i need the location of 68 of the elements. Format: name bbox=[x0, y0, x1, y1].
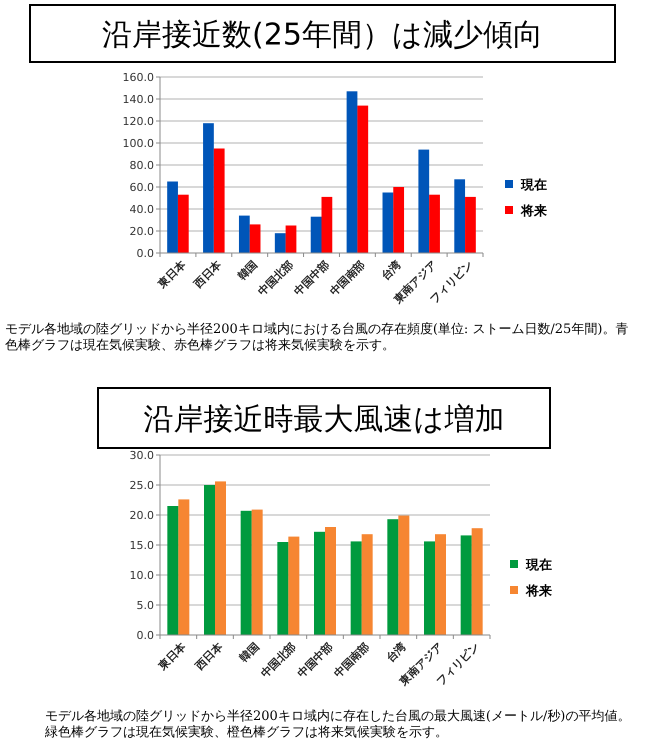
bar bbox=[178, 499, 190, 635]
bar bbox=[435, 534, 446, 635]
x-tick-label: 東日本 bbox=[155, 639, 190, 674]
bar bbox=[398, 516, 410, 635]
bar bbox=[204, 485, 215, 635]
y-tick-label: 15.0 bbox=[130, 539, 154, 552]
bar bbox=[424, 541, 435, 635]
bar bbox=[429, 194, 440, 253]
y-tick-label: 10.0 bbox=[130, 569, 154, 582]
bar bbox=[286, 226, 296, 253]
bar bbox=[357, 106, 368, 253]
x-tick-label: 西日本 bbox=[192, 639, 226, 674]
bar bbox=[322, 196, 332, 253]
bar bbox=[472, 528, 483, 635]
y-tick-label: 5.0 bbox=[136, 599, 154, 612]
x-tick-label: 西日本 bbox=[190, 257, 225, 292]
bar bbox=[238, 216, 250, 253]
x-tick-label: 東日本 bbox=[154, 257, 189, 292]
y-tick-label: 140.0 bbox=[122, 93, 154, 106]
bar bbox=[465, 196, 476, 253]
bar bbox=[277, 542, 288, 635]
y-tick-label: 25.0 bbox=[130, 479, 154, 492]
legend-label: 現在 bbox=[525, 558, 552, 573]
bar bbox=[346, 91, 358, 253]
x-tick-label: 韓国 bbox=[237, 640, 262, 665]
y-tick-label: 0.0 bbox=[136, 247, 154, 260]
bar bbox=[387, 519, 398, 635]
bar bbox=[418, 150, 430, 253]
x-tick-label: 台湾 bbox=[384, 639, 410, 665]
bar bbox=[362, 534, 373, 635]
bar bbox=[203, 123, 214, 253]
bar bbox=[314, 532, 325, 635]
y-tick-label: 0.0 bbox=[136, 629, 154, 642]
y-tick-label: 30.0 bbox=[130, 449, 154, 462]
y-tick-label: 80.0 bbox=[130, 159, 154, 172]
y-tick-label: 60.0 bbox=[130, 181, 154, 194]
bar bbox=[288, 536, 300, 635]
bar bbox=[167, 506, 178, 635]
chart-title: 沿岸接近数(25年間）は減少傾向 bbox=[102, 17, 543, 52]
text: モデル各地域の陸グリッドから半径200キロ域内に存在した台風の最大風速(メートル/秒)の平均値。緑色棒グラフは現在気候実験、橙色棒グラフは将来気候実験を示す。 bbox=[44, 709, 630, 740]
y-tick-label: 20.0 bbox=[130, 225, 154, 238]
y-tick-label: 40.0 bbox=[130, 203, 154, 216]
bar bbox=[250, 224, 260, 253]
y-tick-label: 20.0 bbox=[130, 509, 154, 522]
bar bbox=[274, 233, 286, 253]
bar bbox=[325, 527, 336, 635]
y-tick-label: 120.0 bbox=[122, 115, 154, 128]
y-tick-label: 160.0 bbox=[122, 71, 154, 84]
legend-label: 現在 bbox=[520, 178, 547, 193]
bar bbox=[252, 510, 263, 635]
bar bbox=[393, 187, 404, 253]
bar bbox=[382, 192, 394, 253]
bar bbox=[240, 510, 252, 635]
legend-label: 将来 bbox=[525, 584, 552, 599]
bar bbox=[310, 216, 322, 253]
legend-label: 将来 bbox=[520, 204, 547, 219]
chart-title: 沿岸接近時最大風速は増加 bbox=[144, 402, 504, 437]
bar bbox=[454, 179, 466, 253]
y-tick-label: 100.0 bbox=[122, 137, 154, 150]
bar bbox=[214, 148, 225, 253]
x-tick-label: 台湾 bbox=[378, 257, 404, 283]
bar bbox=[350, 541, 362, 635]
bar bbox=[215, 481, 226, 635]
bar bbox=[178, 194, 189, 253]
bar bbox=[460, 535, 472, 635]
bar bbox=[167, 182, 178, 253]
x-tick-label: 韓国 bbox=[235, 258, 260, 283]
text: モデル各地域の陸グリッドから半径200キロ域内における台風の存在頻度(単位: ストーム日数/25年間)。青色棒グラフは現在気候実験、赤色棒グラフは将来気候実験を示す。 bbox=[5, 321, 628, 353]
